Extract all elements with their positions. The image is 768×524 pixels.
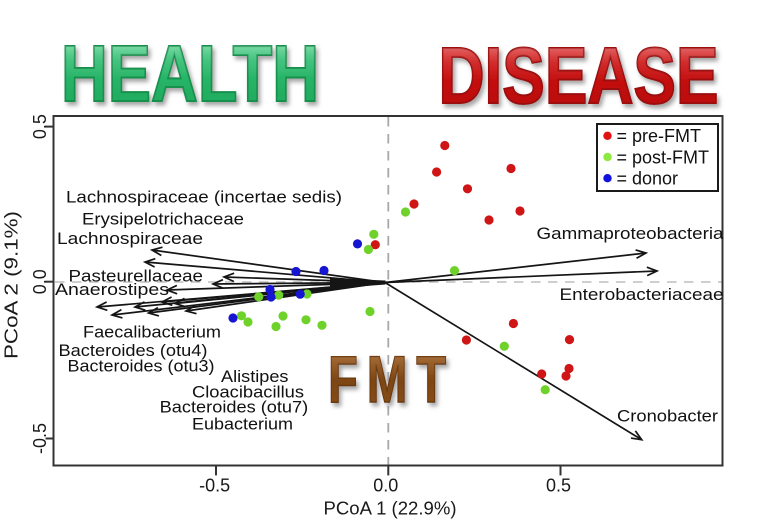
svg-text:Bacteroides (otu7): Bacteroides (otu7) [160,398,309,417]
svg-text:Eubacterium: Eubacterium [192,415,293,434]
svg-text:DISEASE: DISEASE [439,31,719,120]
svg-text:FMT: FMT [328,342,455,416]
svg-text:Alistipes: Alistipes [221,367,289,386]
svg-text:Lachnospiraceae (incertae sedi: Lachnospiraceae (incertae sedis) [66,188,342,207]
svg-text:Pasteurellaceae: Pasteurellaceae [69,267,204,286]
svg-text:Gammaproteobacteria: Gammaproteobacteria [537,224,725,243]
svg-text:Faecalibacterium: Faecalibacterium [83,323,221,342]
svg-text:0.5: 0.5 [30,114,50,139]
svg-text:Bacteroides (otu3): Bacteroides (otu3) [68,357,215,376]
svg-text:= donor: = donor [617,169,679,189]
svg-text:0.0: 0.0 [373,476,398,496]
svg-text:0.5: 0.5 [546,476,571,496]
svg-text:HEALTH: HEALTH [61,29,319,118]
svg-text:= pre-FMT: = pre-FMT [617,126,702,146]
svg-text:PCoA 2 (9.1%): PCoA 2 (9.1%) [2,211,22,359]
svg-text:= post-FMT: = post-FMT [617,147,710,167]
svg-text:DISEASE: DISEASE [439,31,719,120]
svg-text:-0.5: -0.5 [30,423,50,454]
svg-text:Erysipelotrichaceae: Erysipelotrichaceae [82,210,244,229]
svg-text:Lachnospiraceae: Lachnospiraceae [57,229,203,248]
svg-text:Anaerostipes: Anaerostipes [55,280,169,299]
svg-text:Bacteroides (otu4): Bacteroides (otu4) [59,341,208,360]
svg-text:HEALTH: HEALTH [61,29,319,118]
svg-text:FMT: FMT [328,342,455,416]
svg-text:0.0: 0.0 [30,269,50,294]
svg-text:Enterobacteriaceae: Enterobacteriaceae [560,285,724,304]
svg-text:PCoA 1 (22.9%): PCoA 1 (22.9%) [324,499,457,519]
svg-text:Cloacibacillus: Cloacibacillus [192,383,304,402]
svg-text:Cronobacter: Cronobacter [617,407,718,426]
svg-text:-0.5: -0.5 [199,476,230,496]
